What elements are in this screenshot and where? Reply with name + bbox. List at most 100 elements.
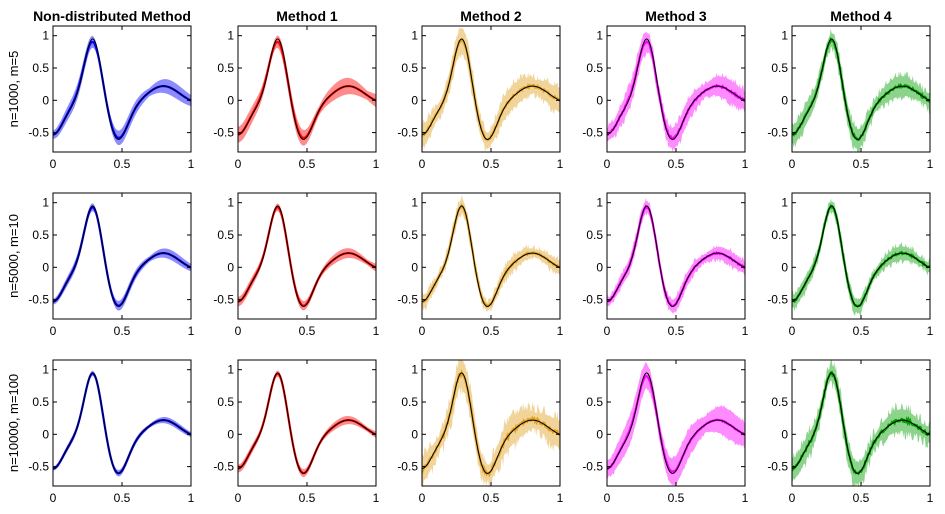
confidence-band-method-1 — [238, 203, 376, 311]
y-tick-label: 0 — [781, 260, 788, 274]
x-tick-label: 0 — [419, 491, 426, 505]
true-function-line — [792, 205, 930, 307]
y-tick-label: 1 — [227, 363, 234, 377]
y-tick-label: -0.5 — [582, 126, 603, 140]
confidence-band-non-distributed-method — [53, 203, 191, 311]
confidence-band-method-2 — [422, 26, 560, 151]
y-tick-label: 0.5 — [32, 395, 49, 409]
y-tick-label: 0.5 — [771, 228, 788, 242]
axes-background — [237, 192, 377, 320]
y-tick-label: 0 — [42, 260, 49, 274]
panel-r1-c4: 0 0.5 1 -0.5 0 0.5 1 — [582, 25, 749, 171]
true-function-line — [607, 38, 745, 140]
plot-area — [238, 370, 376, 477]
column-title-method-3: Method 3 — [645, 8, 707, 24]
panel-r2-c3: 0 0.5 1 -0.5 0 0.5 1 — [397, 192, 564, 338]
plot-area — [422, 26, 560, 151]
confidence-band-method-3 — [607, 32, 745, 152]
y-tick-label: 1 — [227, 196, 234, 210]
confidence-band-method-4 — [792, 28, 930, 152]
y-tick-label: -0.5 — [582, 293, 603, 307]
true-function-line — [238, 38, 376, 140]
y-tick-label: 1 — [42, 196, 49, 210]
y-tick-label: 1 — [227, 29, 234, 43]
y-tick-label: 0.5 — [217, 228, 234, 242]
x-tick-label: 1 — [188, 324, 195, 338]
y-tick-label: -0.5 — [213, 293, 234, 307]
x-tick-label: 1 — [742, 157, 749, 171]
plot-area — [792, 198, 930, 316]
x-tick-label: 0.5 — [299, 324, 316, 338]
y-tick-label: 0.5 — [32, 228, 49, 242]
y-tick-label: 1 — [596, 29, 603, 43]
x-tick-label: 0.5 — [668, 491, 685, 505]
y-tick-label: -0.5 — [28, 460, 49, 474]
confidence-band-method-4 — [792, 360, 930, 486]
y-tick-label: -0.5 — [582, 460, 603, 474]
plot-area — [422, 360, 560, 486]
x-tick-label: 0 — [604, 324, 611, 338]
y-tick-label: 0 — [596, 427, 603, 441]
panel-r3-c3: 0 0.5 1 -0.5 0 0.5 1 — [397, 359, 564, 505]
column-title-method-1: Method 1 — [276, 8, 338, 24]
x-tick-label: 1 — [742, 324, 749, 338]
row-label-n-1000-m-5: n=1000, m=5 — [6, 51, 21, 128]
axes-background — [421, 25, 561, 153]
y-tick-label: -0.5 — [213, 460, 234, 474]
panel-r3-c1: 0 0.5 1 -0.5 0 0.5 1 — [28, 359, 195, 505]
plot-area — [607, 32, 745, 152]
y-tick-label: 0 — [596, 93, 603, 107]
x-tick-label: 0.5 — [668, 324, 685, 338]
column-titles: Non-distributed Method Method 1 Method 2 Me… — [33, 8, 892, 24]
plot-area — [792, 28, 930, 152]
panel-r1-c2: 0 0.5 1 -0.5 0 0.5 1 — [213, 25, 380, 171]
x-tick-label: 0 — [50, 324, 57, 338]
y-tick-label: 0 — [227, 427, 234, 441]
panel-r2-c2: 0 0.5 1 -0.5 0 0.5 1 — [213, 192, 380, 338]
panel-r1-c1: 0 0.5 1 -0.5 0 0.5 1 — [28, 25, 195, 171]
y-tick-label: 0.5 — [771, 61, 788, 75]
y-tick-label: 1 — [781, 29, 788, 43]
y-tick-label: 0.5 — [217, 61, 234, 75]
x-tick-label: 0.5 — [853, 324, 870, 338]
x-tick-label: 1 — [557, 157, 564, 171]
confidence-band-method-2 — [422, 360, 560, 486]
x-tick-label: 0.5 — [668, 157, 685, 171]
true-function-line — [422, 372, 560, 474]
x-tick-label: 0.5 — [853, 491, 870, 505]
x-tick-label: 0 — [419, 157, 426, 171]
y-tick-label: -0.5 — [28, 293, 49, 307]
y-tick-label: -0.5 — [767, 126, 788, 140]
plot-area — [422, 194, 560, 313]
y-tick-label: 1 — [42, 363, 49, 377]
x-tick-label: 0.5 — [483, 157, 500, 171]
x-tick-label: 0.5 — [299, 157, 316, 171]
y-tick-label: 0 — [411, 427, 418, 441]
y-tick-label: 0 — [42, 427, 49, 441]
confidence-band-method-1 — [238, 35, 376, 146]
column-title-method-2: Method 2 — [460, 8, 522, 24]
axes-background — [52, 192, 192, 320]
y-tick-label: 0 — [411, 93, 418, 107]
x-tick-label: 1 — [557, 491, 564, 505]
x-tick-label: 0 — [50, 157, 57, 171]
axes-background — [606, 192, 746, 320]
x-tick-label: 1 — [373, 157, 380, 171]
y-tick-label: 1 — [781, 363, 788, 377]
y-tick-label: 0.5 — [32, 61, 49, 75]
true-function-line — [422, 205, 560, 307]
y-tick-label: -0.5 — [397, 126, 418, 140]
panel-r2-c5: 0 0.5 1 -0.5 0 0.5 1 — [767, 192, 934, 338]
confidence-band-method-4 — [792, 198, 930, 316]
true-function-line — [607, 372, 745, 474]
axes-background — [606, 359, 746, 487]
x-tick-label: 1 — [927, 157, 934, 171]
confidence-band-method-3 — [607, 361, 745, 486]
plot-area — [607, 361, 745, 486]
y-tick-label: 1 — [596, 363, 603, 377]
panel-r2-c4: 0 0.5 1 -0.5 0 0.5 1 — [582, 192, 749, 338]
x-tick-label: 0 — [235, 157, 242, 171]
x-tick-label: 0 — [419, 324, 426, 338]
y-tick-label: 0.5 — [771, 395, 788, 409]
plot-area — [792, 360, 930, 486]
